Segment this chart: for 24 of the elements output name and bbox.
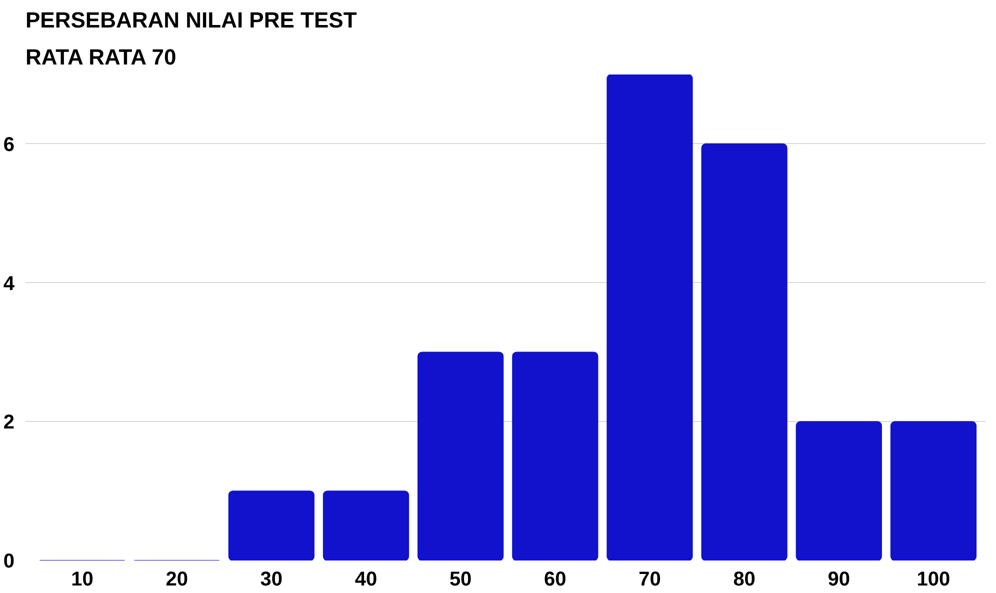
- y-tick-label: 4: [3, 272, 16, 295]
- x-tick-label: 40: [354, 568, 378, 590]
- y-tick-label: 2: [3, 412, 14, 434]
- x-tick-label: 10: [71, 568, 94, 590]
- bar: [606, 74, 693, 560]
- x-tick-label: 60: [544, 568, 566, 590]
- x-tick-label: 90: [828, 568, 850, 590]
- y-tick-label: 0: [3, 550, 14, 572]
- bar: [701, 143, 788, 560]
- x-tick-label: 20: [166, 568, 188, 590]
- bar: [228, 490, 314, 560]
- bar: [418, 352, 504, 560]
- y-tick-label: 6: [3, 134, 14, 156]
- x-tick-label: 80: [733, 568, 756, 590]
- x-tick-label: 30: [260, 568, 283, 590]
- x-tick-label: 50: [449, 568, 472, 590]
- chart-title: PERSEBARAN NILAI PRE TEST: [26, 8, 358, 32]
- bar: [322, 490, 410, 560]
- bar: [890, 421, 977, 560]
- x-tick-label: 100: [916, 568, 950, 590]
- chart-subtitle: RATA RATA 70: [26, 44, 176, 70]
- x-tick-label: 70: [638, 568, 661, 590]
- bar: [796, 421, 882, 560]
- bar: [512, 352, 598, 560]
